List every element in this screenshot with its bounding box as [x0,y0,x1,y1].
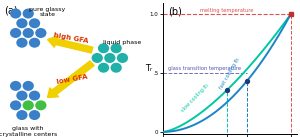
Circle shape [29,110,40,120]
Circle shape [29,38,40,48]
Text: melting temperature: melting temperature [200,8,254,13]
Circle shape [29,18,40,28]
Circle shape [10,81,21,91]
Circle shape [22,100,34,110]
Circle shape [29,91,40,101]
Circle shape [16,38,28,48]
Circle shape [110,63,122,73]
Circle shape [92,53,103,63]
Text: low GFA: low GFA [56,73,88,85]
Text: (b): (b) [168,7,182,17]
Circle shape [10,28,21,38]
Text: liquid phase: liquid phase [103,40,141,45]
Y-axis label: Tᵣ: Tᵣ [145,64,152,73]
Text: (a): (a) [4,5,18,15]
Circle shape [35,28,46,38]
Circle shape [22,8,34,18]
Circle shape [98,43,109,53]
Text: glass transition temperature: glass transition temperature [168,66,241,71]
Circle shape [10,8,21,18]
Text: fast cooling θ₂: fast cooling θ₂ [219,56,241,90]
Circle shape [22,81,34,91]
Circle shape [22,28,34,38]
Circle shape [16,110,28,120]
Circle shape [35,100,46,110]
Text: high GFA: high GFA [52,32,88,44]
Circle shape [98,63,109,73]
Text: pure glassy
state: pure glassy state [29,7,66,18]
Circle shape [117,53,128,63]
FancyArrow shape [47,61,94,97]
Text: glass with
crystalline centers: glass with crystalline centers [0,126,57,137]
Circle shape [16,18,28,28]
Circle shape [110,43,122,53]
Circle shape [16,91,28,101]
FancyArrow shape [47,36,93,53]
Circle shape [10,100,21,110]
Text: slow cooling θ₁: slow cooling θ₁ [181,83,210,113]
Circle shape [104,53,116,63]
